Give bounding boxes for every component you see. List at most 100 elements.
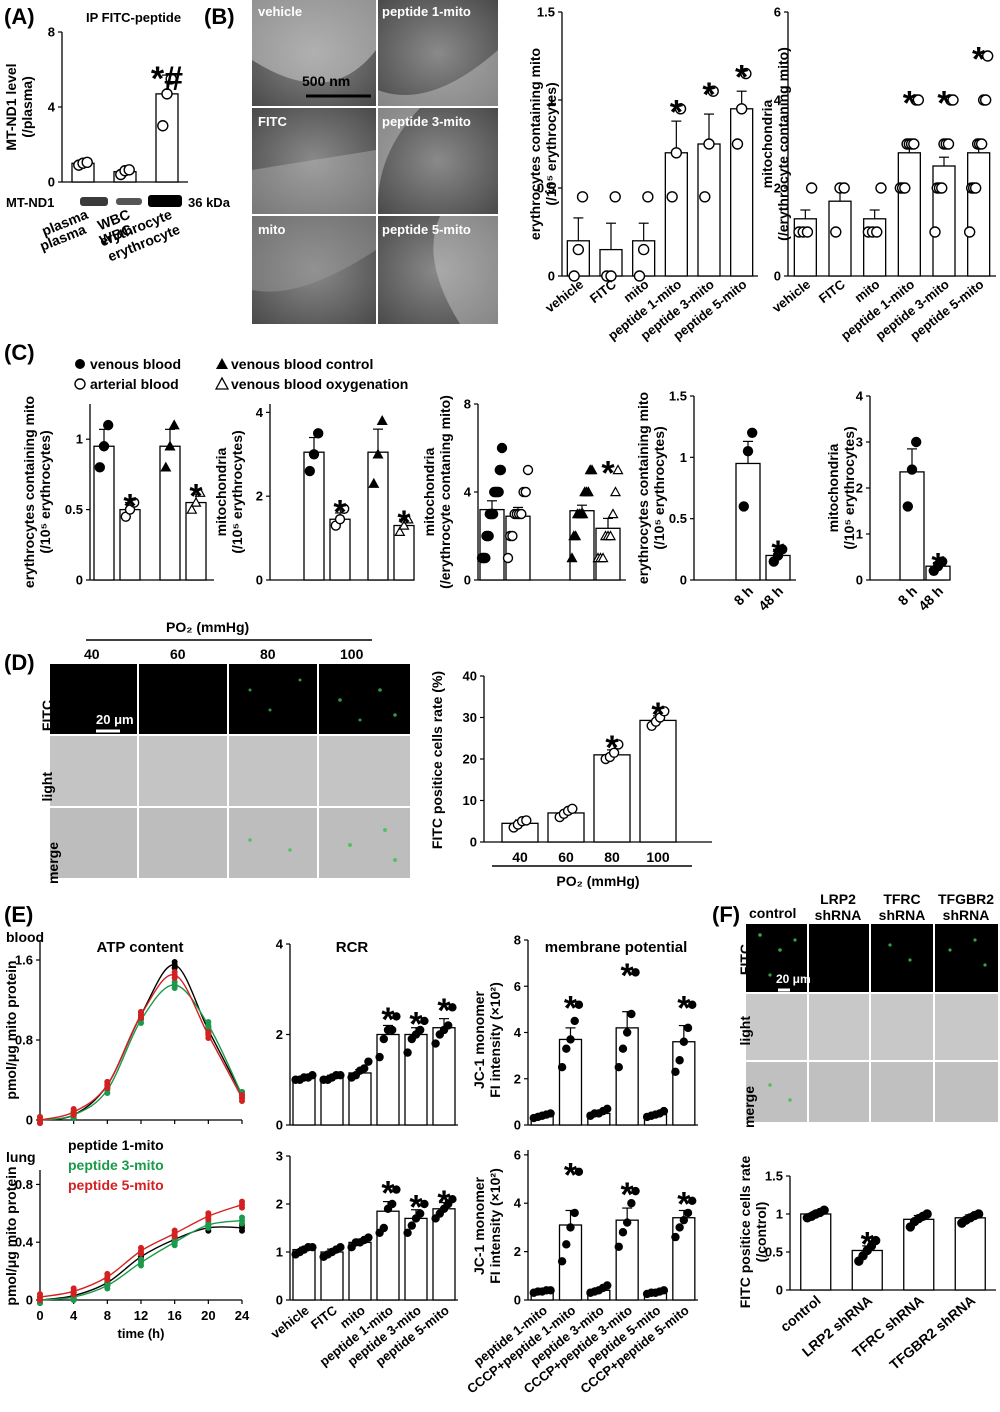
significance-star: *: [381, 1001, 395, 1039]
data-point: [703, 138, 715, 150]
data-point: [392, 1185, 401, 1194]
data-point: [431, 1039, 440, 1048]
data-point: [379, 1223, 388, 1233]
data-point: [522, 464, 534, 476]
x-tick-label: 16: [167, 1308, 181, 1323]
series-line-2: [39, 974, 243, 1121]
data-point: [731, 138, 744, 150]
y-axis-label: MT-ND1 level: [3, 63, 19, 150]
data-point: [448, 1003, 457, 1012]
x-tick-label: 48 h: [755, 583, 786, 614]
data-point: [304, 465, 315, 477]
data-point: [577, 508, 589, 519]
series-line-1: [39, 984, 243, 1121]
micro-row-light: [50, 736, 410, 806]
chart-title: RCR: [336, 939, 369, 956]
data-point: [612, 464, 624, 475]
e-legend-p1: peptide 1-mito: [68, 1137, 164, 1153]
x-tick-label: 4: [70, 1308, 78, 1323]
significance-star: *: [564, 1156, 578, 1194]
data-point: [403, 1048, 412, 1057]
x-tick-label: FITC: [816, 276, 848, 306]
data-point: [360, 1064, 369, 1073]
data-point: [138, 1015, 144, 1021]
data-point: [908, 138, 920, 150]
data-point: [388, 1199, 397, 1209]
data-point: [138, 1020, 144, 1026]
y-tick-label: 20: [463, 752, 477, 767]
y-tick-label: 1.5: [669, 389, 687, 404]
y-tick-label: 0.5: [537, 181, 555, 196]
y-tick-label: 3: [856, 435, 863, 450]
data-point: [631, 968, 640, 977]
micro-f-col-control: control: [749, 905, 796, 921]
blot-band-erythrocyte: [148, 195, 182, 207]
data-point: [364, 1233, 373, 1242]
data-point: [618, 1228, 628, 1237]
y-tick-label: 2: [514, 1244, 521, 1259]
micro-d-scale: 20 μm: [96, 712, 134, 727]
significance-star: *: [931, 546, 945, 584]
data-point: [574, 1000, 584, 1009]
legend-marker-control: [216, 358, 228, 369]
data-point: [403, 1228, 412, 1238]
chart-C4: 0 0.5 1 1.5 * 8 h48 h erythrocytes containing …: [635, 389, 796, 614]
bar-1: [558, 1038, 583, 1126]
bar-5: [730, 108, 754, 277]
data-point: [388, 1025, 397, 1035]
panel-c-legend: venous blood arterial blood venous blood…: [74, 356, 408, 392]
y-axis-label: pmol/μg mito protein: [3, 960, 19, 1099]
data-point: [740, 67, 752, 80]
em-label-peptide1: peptide 1-mito: [382, 4, 471, 19]
data-point: [609, 191, 621, 203]
data-point: [675, 1223, 684, 1232]
data-point: [521, 815, 532, 826]
bar-2: [569, 510, 595, 581]
data-point: [666, 191, 678, 203]
data-point: [963, 226, 976, 238]
data-point: [104, 1276, 111, 1283]
micro-row-merge: [50, 808, 410, 878]
x-tick-label: 80: [604, 849, 620, 865]
y-tick-label: 0: [680, 573, 687, 588]
chart-E2: 0 2 4 * * * RCR: [276, 937, 458, 1133]
y-tick-label: 1: [680, 450, 687, 465]
x-tick-label: control: [777, 1292, 824, 1335]
y-tick-label: 1.6: [15, 953, 33, 968]
data-point: [671, 1067, 680, 1077]
bar-1: [828, 200, 852, 277]
panel-d-header: PO₂ (mmHg): [166, 619, 249, 635]
micro-f-row-light: [746, 994, 998, 1060]
data-point: [747, 427, 758, 438]
em-image-peptide1: [378, 0, 498, 106]
x-tick-label: FITC: [587, 276, 619, 306]
data-point: [138, 1250, 144, 1257]
data-point: [683, 1208, 693, 1218]
data-point: [570, 1016, 579, 1026]
panel-label-b: (B): [204, 4, 235, 29]
data-point: [707, 85, 719, 97]
data-point: [194, 486, 206, 497]
y-tick-label: 6: [514, 1147, 521, 1162]
micro-f-row-merge: merge: [741, 1086, 757, 1128]
data-point: [942, 138, 955, 150]
data-point: [161, 88, 173, 100]
x-tick-label: 0: [36, 1308, 43, 1323]
micro-f-row-light: light: [737, 1016, 753, 1046]
data-point: [171, 1233, 178, 1240]
data-point: [70, 1297, 77, 1304]
data-point: [171, 975, 178, 981]
y-axis-label: FI intensity (×10²): [487, 1168, 503, 1284]
data-point: [420, 1199, 429, 1209]
em-image-grid: [252, 0, 498, 324]
data-point: [420, 1016, 429, 1026]
data-point: [171, 1242, 178, 1249]
data-point: [339, 503, 350, 514]
y-tick-label: 2: [256, 489, 263, 504]
y-tick-label: 4: [48, 100, 56, 115]
micro-f-row-merge: [746, 1062, 998, 1122]
significance-star: *: [333, 493, 347, 531]
data-point: [586, 464, 598, 475]
